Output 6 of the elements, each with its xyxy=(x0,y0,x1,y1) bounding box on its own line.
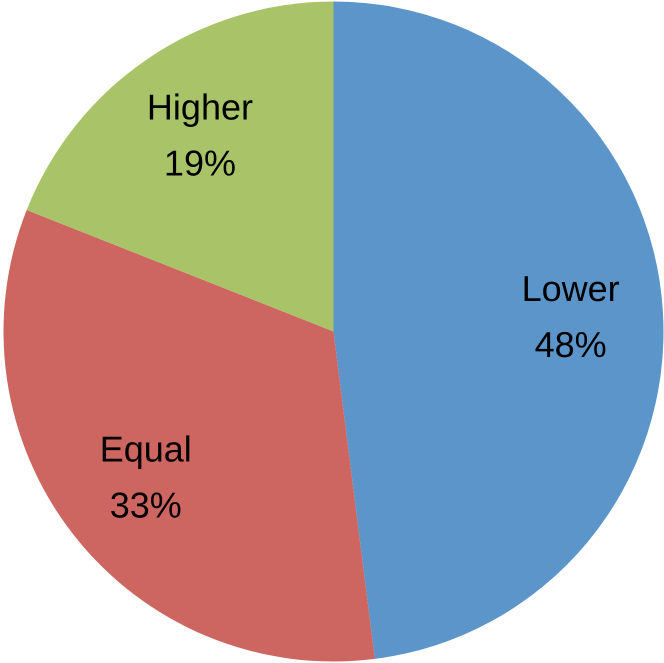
data-label: 48% xyxy=(534,324,607,366)
slice-label: Higher xyxy=(146,86,253,128)
data-label: 33% xyxy=(110,484,182,526)
slice-label: Equal xyxy=(100,428,192,470)
data-label: 19% xyxy=(164,142,236,184)
slice-label: Lower xyxy=(522,268,620,310)
